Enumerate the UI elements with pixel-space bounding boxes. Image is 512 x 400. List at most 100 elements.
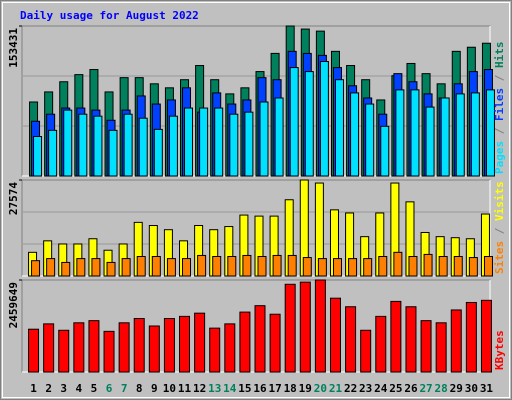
bar [289,67,299,177]
x-tick-label: 31 [480,382,494,395]
x-tick-label: 3 [60,382,67,395]
bar [304,71,314,177]
bar [151,256,161,277]
bar [93,115,103,177]
bar [199,107,209,177]
bar [425,106,435,177]
bar [153,128,163,177]
bar [103,330,115,373]
x-tick-label: 17 [268,382,281,395]
legend-separator: / [493,68,506,88]
x-tick-label: 18 [284,382,297,395]
bar [438,256,448,277]
bar [182,258,192,277]
x-tick-label: 1 [30,382,37,395]
legend: KBytes [493,330,506,370]
bar [334,79,344,177]
bar [365,103,375,177]
x-tick-label: 15 [238,382,251,395]
bar [88,320,100,373]
bar [242,254,252,277]
bar [58,329,70,373]
bar [350,92,360,177]
x-tick-label: 2 [45,382,52,395]
bar [78,113,88,177]
bar [133,318,145,373]
x-tick-label: 24 [374,382,388,395]
bar [284,283,296,373]
legend-separator: / [493,221,506,241]
x-tick-label: 8 [136,382,143,395]
bar [197,254,207,277]
bar [485,89,495,177]
x-tick-label: 5 [91,382,98,395]
bar [239,311,251,373]
x-tick-label: 11 [178,382,192,395]
bar [212,256,222,277]
bar [453,256,463,277]
bar [73,322,85,373]
bar [329,297,341,373]
bar [332,258,342,277]
bar [46,258,56,277]
legend-entry: Pages [493,141,506,174]
bar [118,322,130,373]
x-tick-label: 20 [314,382,327,395]
x-tick-label: 7 [121,382,128,395]
bar [33,136,43,177]
bar [348,258,358,277]
bar [302,257,312,277]
bar [108,129,118,177]
x-tick-label: 22 [344,382,357,395]
bar [455,93,465,177]
bar [28,328,40,373]
legend: Sites / Visits [493,181,506,274]
bar [423,253,433,277]
bar [194,312,206,373]
bar [393,251,403,277]
x-tick-label: 12 [193,382,206,395]
title: Daily usage for August 2022 [20,9,199,22]
bar [435,322,447,373]
legend: Pages / Files / Hits [493,42,506,175]
x-tick-label: 27 [419,382,432,395]
bar [375,315,387,373]
bar [43,323,55,373]
x-tick-label: 16 [253,382,267,395]
x-tick-label: 28 [435,382,448,395]
bar [179,315,191,373]
bar [465,301,477,373]
bar [287,254,297,277]
bar [123,113,133,177]
x-tick-label: 23 [359,382,372,395]
legend-separator: / [493,121,506,141]
x-tick-label: 29 [450,382,463,395]
bar [405,306,417,373]
x-tick-label: 21 [329,382,343,395]
bar [227,256,237,277]
legend-entry: Sites [493,241,506,274]
x-tick-label: 10 [163,382,176,395]
bar [450,309,462,373]
bar [257,256,267,277]
bar [390,300,402,373]
x-tick-label: 26 [404,382,418,395]
bar [410,89,420,177]
bar [166,258,176,277]
bar [121,258,131,277]
bar [363,258,373,277]
y-tick-label: 153431 [7,28,20,68]
bar [274,97,284,177]
y-tick-label: 2459649 [7,282,20,328]
bar [209,327,221,373]
bar [420,320,432,373]
bar [360,329,372,373]
bar [136,256,146,277]
bar [317,258,327,277]
bar [184,107,194,177]
bar [440,97,450,177]
bar [259,101,269,177]
bar [319,61,329,177]
